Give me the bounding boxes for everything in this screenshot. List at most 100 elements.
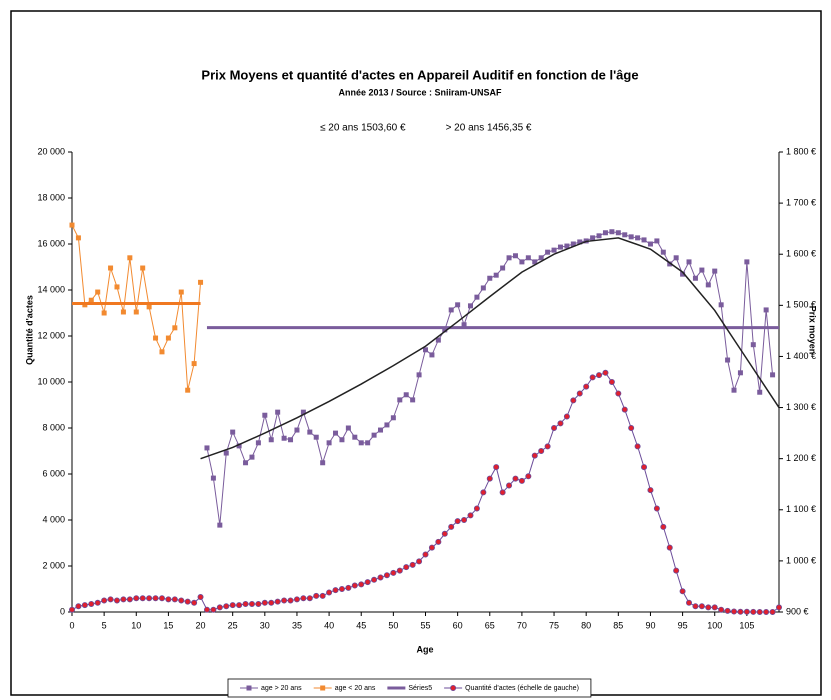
marker <box>191 599 198 606</box>
marker <box>120 309 126 315</box>
marker <box>307 429 313 435</box>
marker <box>525 255 531 261</box>
legend-marker <box>320 685 326 691</box>
marker <box>435 538 442 545</box>
marker <box>107 596 114 603</box>
marker <box>242 600 249 607</box>
y2-tick-label: 1 600 € <box>786 249 816 259</box>
marker <box>69 222 75 228</box>
x-tick-label: 85 <box>613 620 623 630</box>
y-tick-label: 2 000 <box>42 560 65 570</box>
x-tick-label: 75 <box>549 620 559 630</box>
y-tick-label: 8 000 <box>42 422 65 432</box>
marker <box>319 592 326 599</box>
marker <box>487 275 493 281</box>
marker <box>345 425 351 431</box>
legend: age > 20 ans age < 20 ans Séries5 Quantité … <box>227 678 592 698</box>
legend-label: Séries5 <box>408 685 432 692</box>
marker <box>506 482 513 489</box>
marker <box>737 370 743 376</box>
marker <box>518 477 525 484</box>
marker <box>712 268 718 274</box>
marker <box>673 255 679 261</box>
marker <box>602 369 609 376</box>
marker <box>563 413 570 420</box>
x-tick-label: 40 <box>324 620 334 630</box>
marker <box>737 608 744 615</box>
y-tick-label: 14 000 <box>37 284 65 294</box>
marker <box>718 606 725 613</box>
x-tick-label: 15 <box>163 620 173 630</box>
marker <box>756 609 763 616</box>
y-tick-label: 12 000 <box>37 330 65 340</box>
marker <box>274 598 281 605</box>
marker <box>635 235 641 241</box>
x-tick-label: 90 <box>645 620 655 630</box>
marker <box>139 595 146 602</box>
x-tick-label: 95 <box>678 620 688 630</box>
x-tick-label: 100 <box>707 620 722 630</box>
marker <box>159 349 165 355</box>
marker <box>500 265 506 271</box>
x-tick-label: 30 <box>260 620 270 630</box>
x-tick-label: 5 <box>102 620 107 630</box>
marker <box>216 604 223 611</box>
marker <box>679 588 686 595</box>
marker <box>570 397 577 404</box>
marker <box>621 406 628 413</box>
marker <box>473 505 480 512</box>
marker <box>564 243 570 249</box>
frame <box>10 10 822 696</box>
marker <box>692 603 699 610</box>
marker <box>551 247 557 253</box>
y2-tick-label: 1 500 € <box>786 300 816 310</box>
marker <box>288 437 294 443</box>
marker <box>448 523 455 530</box>
marker <box>493 464 500 471</box>
marker <box>88 600 95 607</box>
marker <box>454 518 461 525</box>
marker <box>698 603 705 610</box>
x-tick-label: 10 <box>131 620 141 630</box>
marker <box>628 234 634 240</box>
marker <box>705 604 712 611</box>
marker <box>287 597 294 604</box>
marker <box>198 279 204 285</box>
marker <box>294 427 300 433</box>
annotation: ≤ 20 ans 1503,60 € <box>320 123 406 134</box>
marker <box>512 253 518 259</box>
marker <box>486 475 493 482</box>
marker <box>525 473 532 480</box>
y2-tick-label: 1 000 € <box>786 555 816 565</box>
marker <box>545 249 551 255</box>
marker <box>197 594 204 601</box>
marker <box>332 587 339 594</box>
marker <box>538 255 544 261</box>
marker <box>634 443 641 450</box>
marker <box>686 599 693 606</box>
marker <box>744 259 750 265</box>
marker <box>467 303 473 309</box>
x-tick-label: 80 <box>581 620 591 630</box>
marker <box>249 454 255 460</box>
y-tick-label: 4 000 <box>42 514 65 524</box>
marker <box>384 422 390 428</box>
marker <box>410 397 416 403</box>
marker <box>544 443 551 450</box>
marker <box>423 347 428 353</box>
marker <box>108 265 114 271</box>
marker <box>770 372 776 378</box>
marker <box>95 289 101 295</box>
marker <box>114 284 120 290</box>
marker <box>596 233 602 239</box>
marker <box>281 435 287 441</box>
marker <box>442 327 448 333</box>
marker <box>589 374 596 381</box>
marker <box>236 443 242 449</box>
marker <box>69 606 76 613</box>
marker <box>686 259 692 265</box>
y2-tick-label: 1 800 € <box>786 146 816 156</box>
marker <box>204 445 210 451</box>
marker <box>776 604 783 611</box>
